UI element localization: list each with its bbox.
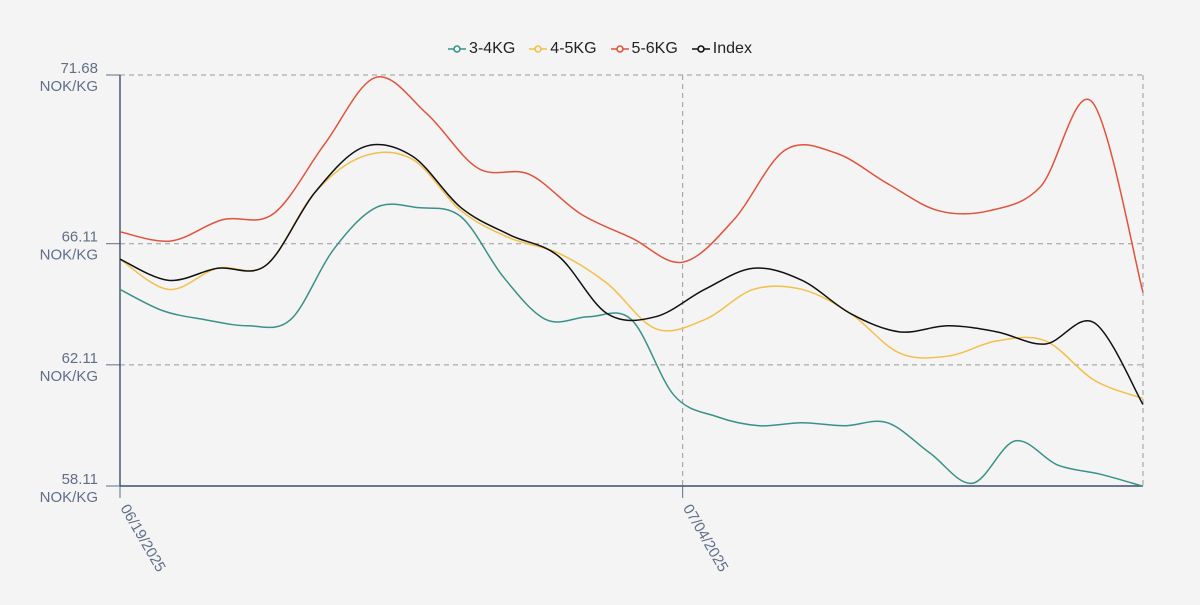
legend-label: Index (712, 40, 752, 57)
y-tick-label-1: 62.11 (62, 350, 98, 367)
legend-swatch-icon (529, 44, 548, 54)
series-line-3-4KG (119, 203, 1144, 488)
x-tick-label-0: 06/19/2025 (117, 502, 169, 576)
series-line-Index (119, 143, 1144, 405)
legend-label: 5-6KG (631, 40, 678, 57)
legend-swatch-icon (691, 44, 710, 54)
legend-item-4-5KG[interactable]: 4-5KG (529, 40, 597, 58)
y-tick-unit-1: NOK/KG (40, 368, 98, 385)
legend: 3-4KG 4-5KG 5-6KG Index (0, 40, 1200, 58)
legend-swatch-icon (610, 44, 629, 54)
y-tick-unit-2: NOK/KG (40, 247, 98, 264)
y-tick-unit-0: NOK/KG (40, 489, 98, 506)
y-tick-label-2: 66.11 (62, 229, 98, 246)
y-tick-unit-3: NOK/KG (40, 78, 98, 95)
y-tick-label-0: 58.11 (62, 471, 98, 488)
legend-item-3-4KG[interactable]: 3-4KG (448, 40, 515, 58)
x-tick-label-1: 07/04/2025 (679, 502, 731, 576)
y-tick-label-3: 71.68 (60, 60, 98, 77)
legend-swatch-icon (448, 44, 467, 54)
series-line-5-6KG (119, 76, 1144, 293)
legend-item-Index[interactable]: Index (691, 40, 752, 58)
legend-label: 4-5KG (550, 40, 597, 57)
legend-label: 3-4KG (469, 40, 516, 57)
series-line-4-5KG (119, 151, 1144, 400)
legend-item-5-6KG[interactable]: 5-6KG (610, 40, 678, 58)
